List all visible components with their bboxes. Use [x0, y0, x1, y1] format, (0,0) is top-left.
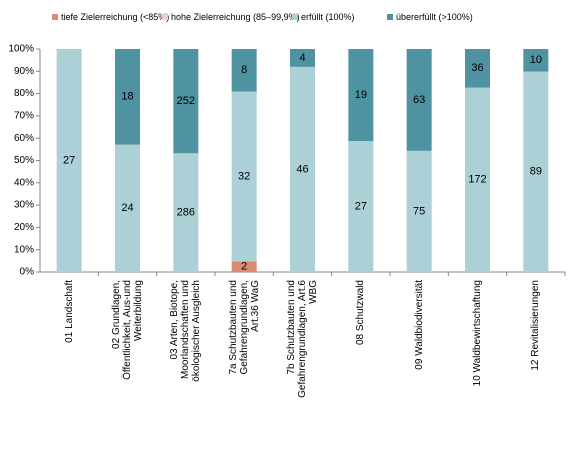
- bar-segment: [231, 49, 257, 92]
- data-label: 36: [471, 62, 483, 74]
- data-label: 286: [177, 206, 195, 218]
- y-tick-label: 50%: [14, 155, 34, 166]
- x-tick-label: 03 Arten, Biotope, Moorlandschaften und …: [169, 280, 203, 382]
- y-tick-label: 30%: [14, 200, 34, 211]
- legend-label: übererfüllt (>100%): [396, 12, 473, 22]
- legend-label: hohe Zielerreichung (85–99,9%): [171, 12, 300, 22]
- legend-swatch: [52, 14, 58, 20]
- y-tick-label: 70%: [14, 111, 34, 122]
- bar-segment: [173, 49, 199, 154]
- bar-segment: [406, 150, 432, 272]
- data-label: 27: [63, 154, 75, 166]
- bar-segment: [465, 87, 490, 272]
- data-label: 75: [413, 205, 425, 217]
- x-tick-label: 08 Schutzwald: [355, 280, 367, 346]
- data-label: 8: [241, 64, 247, 76]
- legend-swatch: [162, 14, 168, 20]
- bar-segment: [465, 49, 490, 88]
- data-label: 19: [355, 89, 367, 101]
- bar-segment: [348, 141, 374, 272]
- bar-segment: [115, 49, 140, 145]
- data-label: 2: [241, 261, 247, 273]
- bar-segment: [115, 144, 140, 272]
- data-label: 46: [296, 163, 308, 175]
- x-tick-label: 12 Revitalisierungen: [530, 280, 542, 371]
- x-tick-label: 02 Grundlagen, Öffentlichkeit, Aus-und W…: [111, 280, 144, 380]
- y-tick-label: 10%: [14, 244, 34, 255]
- bar-segment: [290, 49, 315, 67]
- bar-segment: [231, 91, 257, 262]
- data-label: 172: [468, 174, 486, 186]
- bar-segment: [173, 153, 199, 272]
- data-label: 27: [355, 200, 367, 212]
- x-tick-label: 7b Schutzbauten und Gefahrengrundlagen, …: [286, 280, 319, 398]
- bar-segment: [523, 71, 549, 272]
- x-tick-label: 09 Waldbiodiversität: [413, 280, 425, 370]
- data-label: 32: [238, 170, 250, 182]
- bar-segment: [348, 49, 374, 142]
- data-label: 18: [121, 91, 133, 103]
- y-tick-label: 20%: [14, 222, 34, 233]
- bar-segment: [56, 49, 82, 272]
- x-tick-label: 10 Waldbewirtschaftung: [472, 280, 483, 387]
- bar-segment: [290, 66, 315, 272]
- y-tick-label: 40%: [14, 177, 34, 188]
- bar-segment: [406, 49, 432, 151]
- x-tick-label: 01 Landschaft: [63, 280, 75, 343]
- x-tick-label: 7a Schutzbauten und Gefahrengrundlagen, …: [227, 280, 261, 375]
- y-tick-label: 90%: [14, 66, 34, 77]
- legend-label: tiefe Zielerreichung (<85%): [61, 12, 169, 22]
- data-label: 10: [530, 54, 542, 66]
- legend-swatch: [292, 14, 298, 20]
- y-tick-label: 0%: [20, 267, 35, 278]
- bar-segment: [231, 261, 257, 272]
- legend-swatch: [387, 14, 393, 20]
- y-tick-label: 100%: [8, 44, 34, 55]
- y-tick-label: 80%: [14, 88, 34, 99]
- data-label: 89: [530, 166, 542, 178]
- bar-segment: [523, 49, 549, 72]
- y-tick-label: 60%: [14, 133, 34, 144]
- data-label: 4: [299, 52, 305, 64]
- data-label: 252: [177, 95, 195, 107]
- legend-label: erfüllt (100%): [301, 12, 355, 22]
- data-label: 63: [413, 94, 425, 106]
- data-label: 24: [121, 202, 133, 214]
